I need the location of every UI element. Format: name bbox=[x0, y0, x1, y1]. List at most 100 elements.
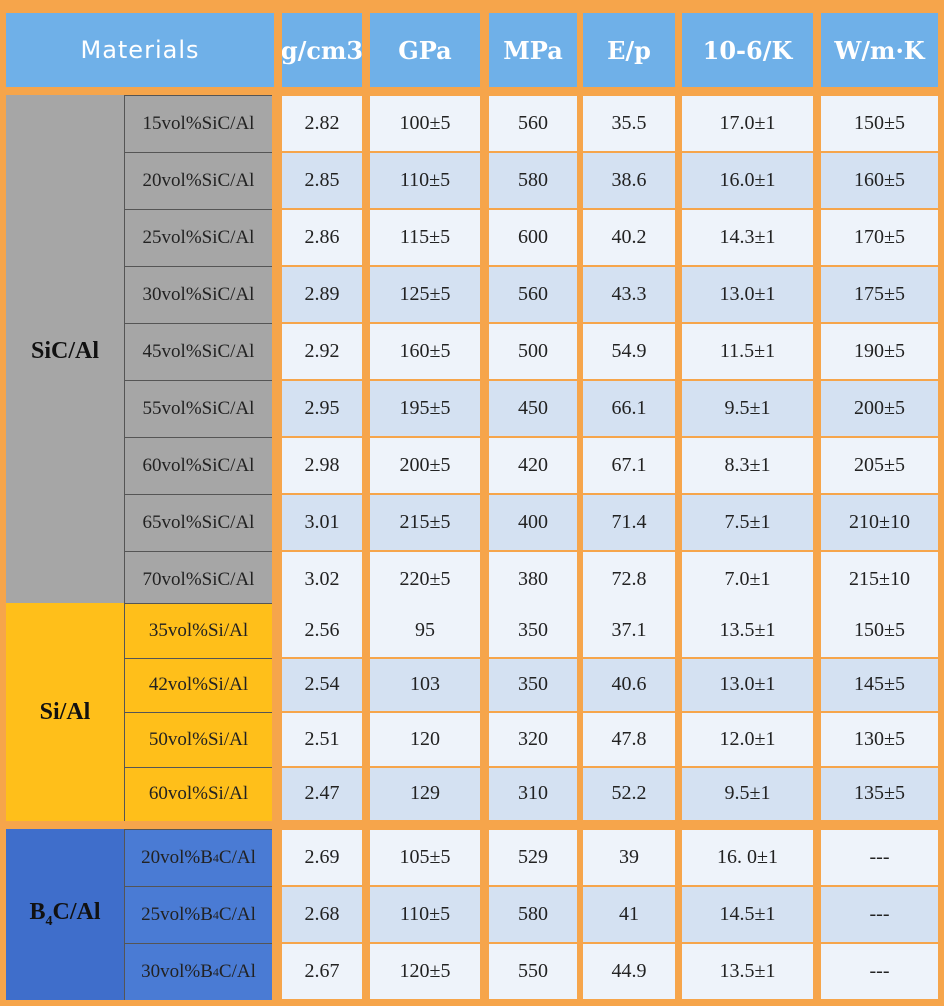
table-cell: 310 bbox=[489, 767, 577, 820]
material-label: 50vol%Si/Al bbox=[124, 712, 272, 767]
table-cell: 2.95 bbox=[282, 381, 362, 436]
table-cell: 550 bbox=[489, 944, 577, 999]
table-cell: 11.5±1 bbox=[682, 324, 813, 379]
table-cell: 129 bbox=[370, 767, 480, 820]
table-cell: 205±5 bbox=[821, 438, 938, 493]
table-cell: 215±10 bbox=[821, 552, 938, 607]
table-cell: 8.3±1 bbox=[682, 438, 813, 493]
material-label: 60vol%SiC/Al bbox=[124, 437, 272, 494]
table-cell: 200±5 bbox=[370, 438, 480, 493]
material-label: 35vol%Si/Al bbox=[124, 603, 272, 658]
table-cell: 2.69 bbox=[282, 830, 362, 885]
table-cell: 40.2 bbox=[583, 210, 675, 265]
column-header: 10-6/K bbox=[682, 13, 813, 87]
table-cell: 14.3±1 bbox=[682, 210, 813, 265]
table-cell: 2.47 bbox=[282, 767, 362, 820]
table-cell: 420 bbox=[489, 438, 577, 493]
table-cell: 135±5 bbox=[821, 767, 938, 820]
table-cell: 41 bbox=[583, 887, 675, 942]
table-cell: 160±5 bbox=[821, 153, 938, 208]
table-cell: 2.68 bbox=[282, 887, 362, 942]
table-cell: 7.0±1 bbox=[682, 552, 813, 607]
table-cell: 47.8 bbox=[583, 713, 675, 766]
group-label: Si/Al bbox=[6, 603, 124, 821]
table-cell: 103 bbox=[370, 658, 480, 711]
table-cell: 160±5 bbox=[370, 324, 480, 379]
table-cell: 16. 0±1 bbox=[682, 830, 813, 885]
group-label-text: B4C/Al bbox=[29, 899, 101, 929]
table-cell: 71.4 bbox=[583, 495, 675, 550]
column-header: E/p bbox=[583, 13, 675, 87]
table-cell: 2.92 bbox=[282, 324, 362, 379]
table-cell: 150±5 bbox=[821, 604, 938, 657]
table-cell: 2.85 bbox=[282, 153, 362, 208]
table-cell: 100±5 bbox=[370, 96, 480, 151]
table-cell: 3.02 bbox=[282, 552, 362, 607]
table-cell: 43.3 bbox=[583, 267, 675, 322]
table-cell: 120±5 bbox=[370, 944, 480, 999]
table-cell: 120 bbox=[370, 713, 480, 766]
table-cell: 9.5±1 bbox=[682, 767, 813, 820]
table-cell: 37.1 bbox=[583, 604, 675, 657]
table-cell: 3.01 bbox=[282, 495, 362, 550]
table-cell: 560 bbox=[489, 267, 577, 322]
table-cell: 380 bbox=[489, 552, 577, 607]
table-cell: 110±5 bbox=[370, 887, 480, 942]
table-cell: 13.0±1 bbox=[682, 658, 813, 711]
table-cell: 450 bbox=[489, 381, 577, 436]
table-cell: 12.0±1 bbox=[682, 713, 813, 766]
table-cell: 580 bbox=[489, 153, 577, 208]
table-cell: 529 bbox=[489, 830, 577, 885]
table-cell: 215±5 bbox=[370, 495, 480, 550]
material-label: 20vol%SiC/Al bbox=[124, 152, 272, 209]
material-label: 55vol%SiC/Al bbox=[124, 380, 272, 437]
table-cell: 170±5 bbox=[821, 210, 938, 265]
table-cell: 2.51 bbox=[282, 713, 362, 766]
table-cell: --- bbox=[821, 830, 938, 885]
table-cell: 2.54 bbox=[282, 658, 362, 711]
table-cell: 2.56 bbox=[282, 604, 362, 657]
group-label: SiC/Al bbox=[6, 95, 124, 608]
table-cell: 210±10 bbox=[821, 495, 938, 550]
table-cell: 115±5 bbox=[370, 210, 480, 265]
table-cell: 125±5 bbox=[370, 267, 480, 322]
material-label: 15vol%SiC/Al bbox=[124, 95, 272, 152]
table-cell: 600 bbox=[489, 210, 577, 265]
material-label: 42vol%Si/Al bbox=[124, 657, 272, 712]
material-label: 65vol%SiC/Al bbox=[124, 494, 272, 551]
column-header: W/m·K bbox=[821, 13, 938, 87]
material-label: 20vol%B 4 C/Al bbox=[124, 829, 272, 886]
table-cell: 220±5 bbox=[370, 552, 480, 607]
table-cell: 67.1 bbox=[583, 438, 675, 493]
table-cell: 13.0±1 bbox=[682, 267, 813, 322]
table-cell: 130±5 bbox=[821, 713, 938, 766]
table-cell: 39 bbox=[583, 830, 675, 885]
table-cell: 400 bbox=[489, 495, 577, 550]
table-cell: 145±5 bbox=[821, 658, 938, 711]
material-label: 30vol%SiC/Al bbox=[124, 266, 272, 323]
materials-header: Materials bbox=[6, 13, 274, 87]
table-cell: 110±5 bbox=[370, 153, 480, 208]
table-cell: 500 bbox=[489, 324, 577, 379]
table-cell: 105±5 bbox=[370, 830, 480, 885]
table-cell: 150±5 bbox=[821, 96, 938, 151]
table-cell: 580 bbox=[489, 887, 577, 942]
table-cell: 175±5 bbox=[821, 267, 938, 322]
group-label: B4C/Al bbox=[6, 829, 124, 1000]
table-cell: 35.5 bbox=[583, 96, 675, 151]
table-cell: 38.6 bbox=[583, 153, 675, 208]
table-cell: 560 bbox=[489, 96, 577, 151]
material-label: 45vol%SiC/Al bbox=[124, 323, 272, 380]
material-label: 30vol%B 4 C/Al bbox=[124, 943, 272, 1000]
table-cell: 44.9 bbox=[583, 944, 675, 999]
column-header: g/cm3 bbox=[282, 13, 362, 87]
table-cell: 54.9 bbox=[583, 324, 675, 379]
table-cell: 16.0±1 bbox=[682, 153, 813, 208]
table-cell: 2.86 bbox=[282, 210, 362, 265]
table-cell: 350 bbox=[489, 604, 577, 657]
table-cell: 72.8 bbox=[583, 552, 675, 607]
table-cell: 350 bbox=[489, 658, 577, 711]
table-cell: 2.89 bbox=[282, 267, 362, 322]
table-cell: 40.6 bbox=[583, 658, 675, 711]
